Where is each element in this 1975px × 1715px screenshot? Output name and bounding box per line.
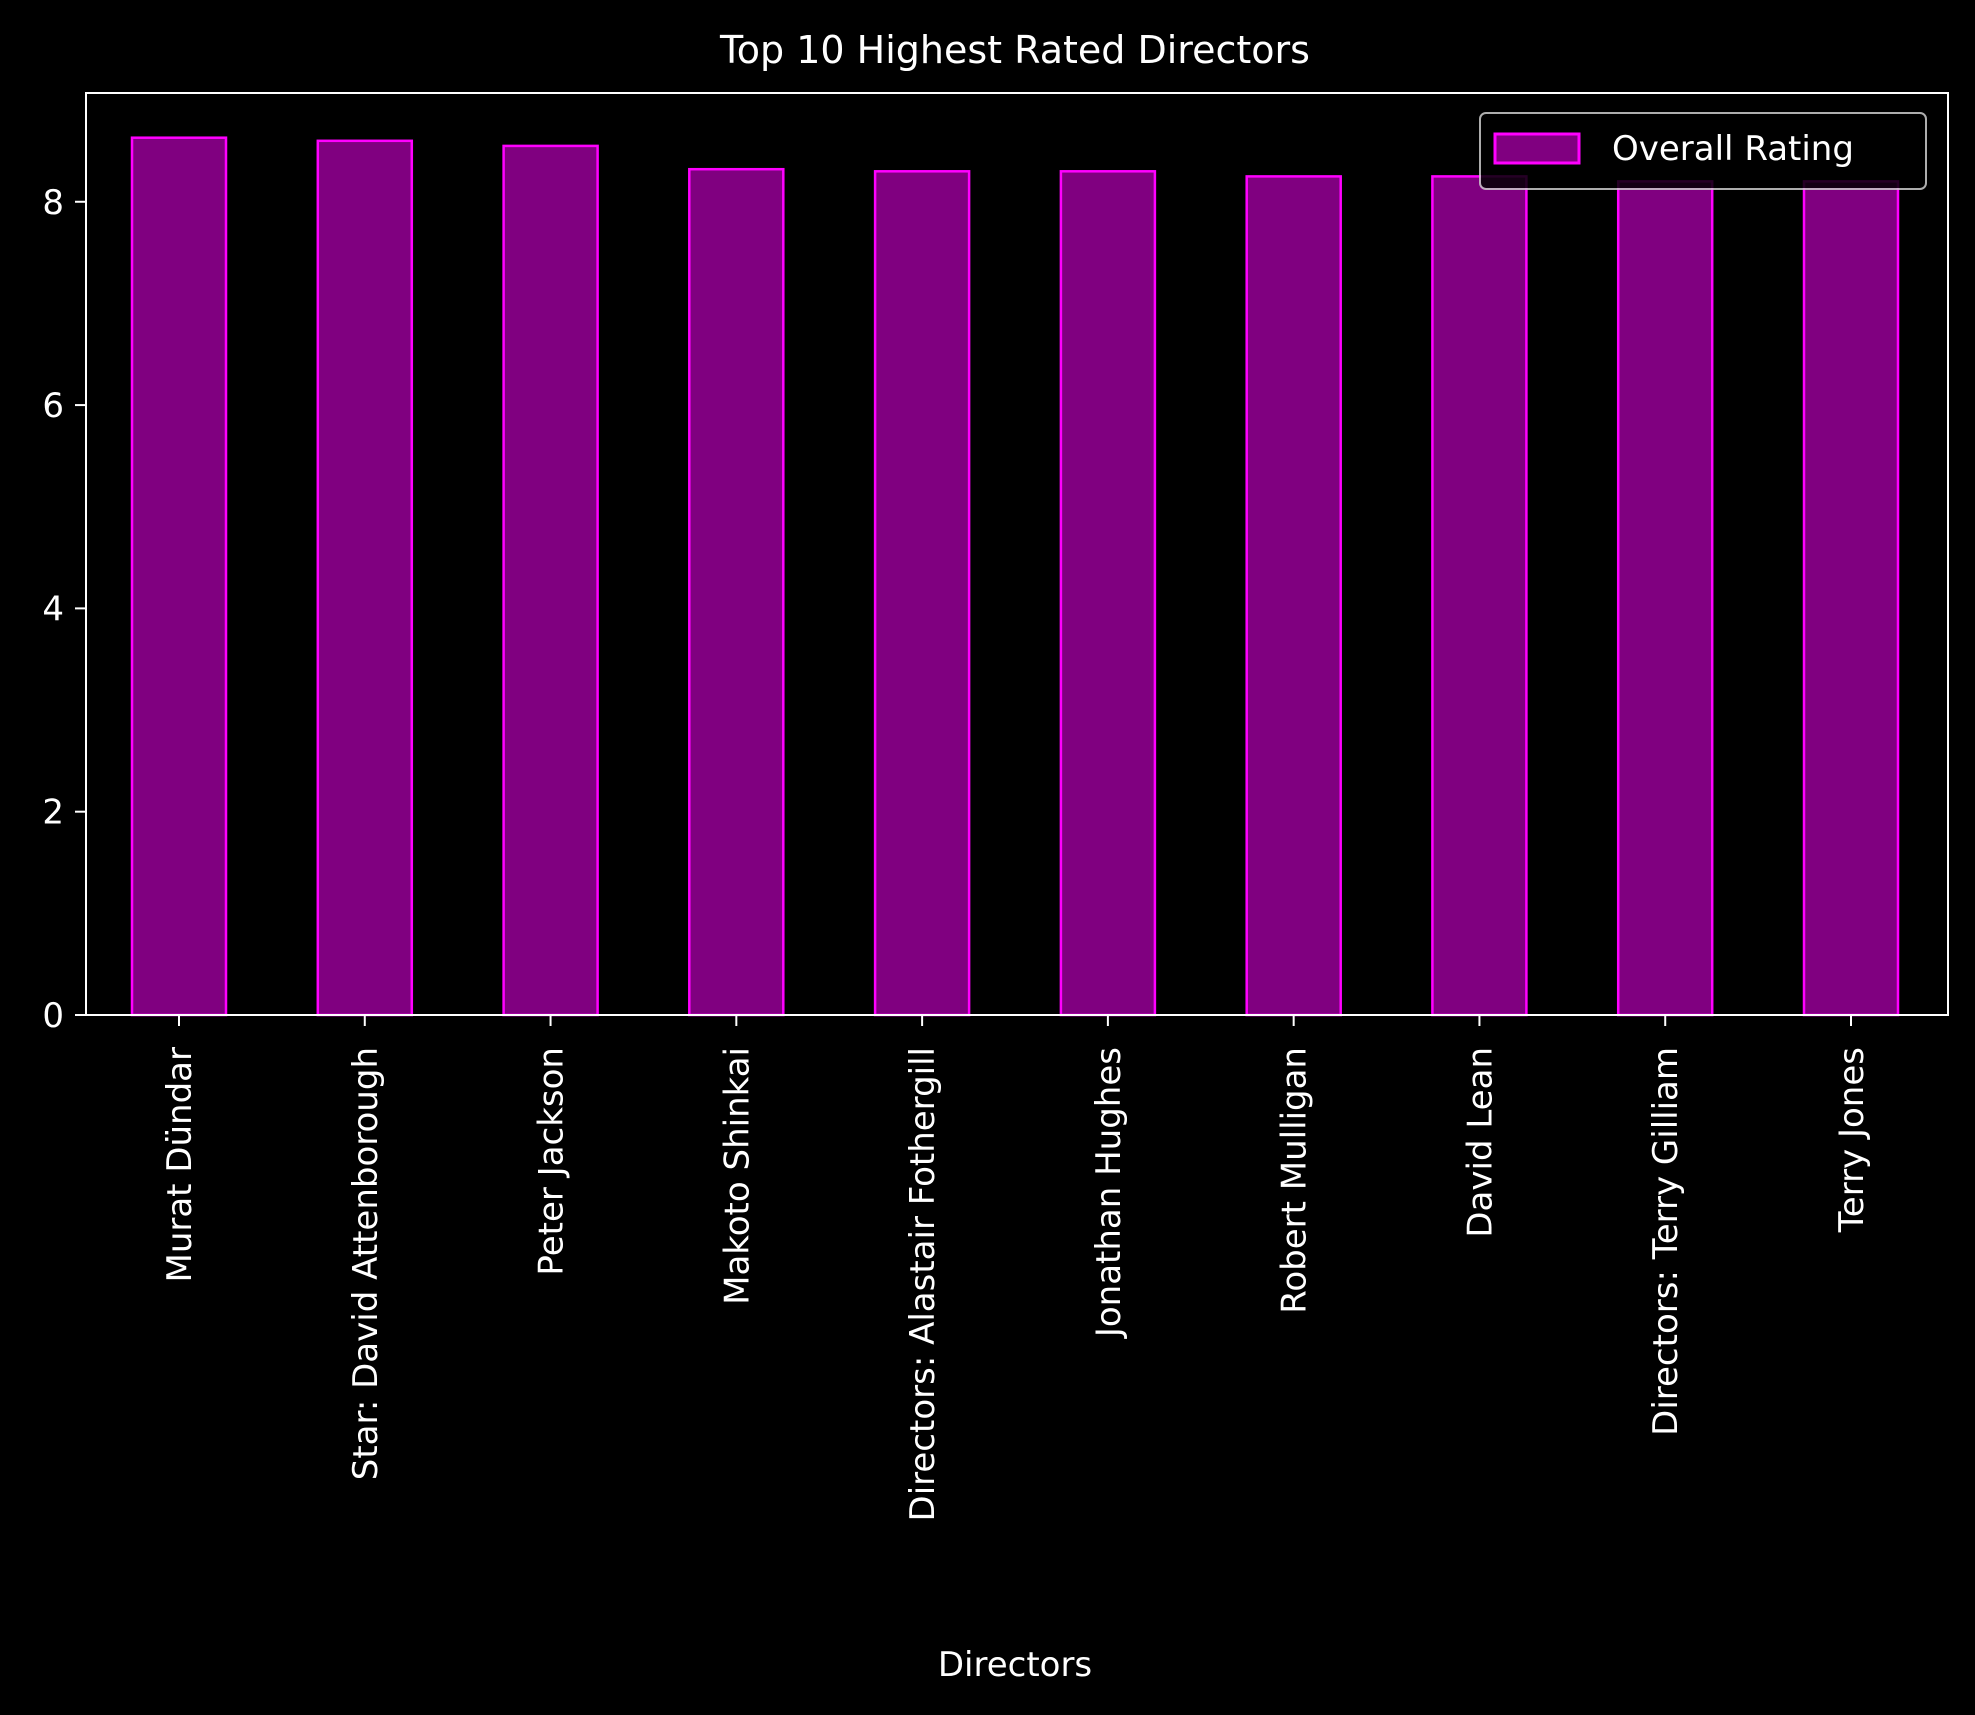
x-tick-label-5: Directors: Alastair Fothergill <box>903 1047 943 1521</box>
x-axis-label: Directors <box>938 1645 1092 1685</box>
x-tick-label-10: Terry Jones <box>1832 1047 1872 1233</box>
bar-10 <box>1802 180 1900 1017</box>
x-tick-label-3: Peter Jackson <box>532 1047 572 1276</box>
bar-9 <box>1616 180 1714 1017</box>
legend-swatch <box>1493 132 1581 165</box>
y-tick-label-4: 4 <box>42 589 64 629</box>
bar-5 <box>873 170 971 1017</box>
chart-title: Top 10 Highest Rated Directors <box>719 28 1310 72</box>
legend-box <box>1479 112 1927 190</box>
x-tick-label-2: Star: David Attenborough <box>346 1047 386 1480</box>
y-axis: 0 2 4 6 8 <box>42 183 86 1036</box>
bar-2 <box>316 139 414 1017</box>
x-tick-label-1: Murat Dündar <box>160 1047 200 1283</box>
x-tick-label-6: Jonathan Hughes <box>1089 1047 1129 1339</box>
plot-frame <box>85 92 1949 1016</box>
x-axis: Murat Dündar Star: David Attenborough Pete… <box>160 1015 1872 1521</box>
y-tick-label-8: 8 <box>42 183 64 223</box>
y-tick-label-0: 0 <box>42 996 64 1036</box>
bar-4 <box>688 167 785 1017</box>
bar-3 <box>502 144 599 1017</box>
bar-1 <box>130 136 228 1017</box>
x-tick-label-4: Makoto Shinkai <box>717 1047 757 1305</box>
bar-8 <box>1431 175 1528 1017</box>
y-tick-label-6: 6 <box>42 386 64 426</box>
x-tick-label-7: Robert Mulligan <box>1275 1047 1315 1314</box>
bar-7 <box>1245 175 1342 1017</box>
bars-layer <box>130 136 1900 1017</box>
x-tick-label-8: David Lean <box>1460 1047 1500 1238</box>
y-tick-label-2: 2 <box>42 793 64 833</box>
legend: Overall Rating <box>1479 112 1927 190</box>
bar-6 <box>1059 170 1157 1017</box>
legend-label: Overall Rating <box>1612 129 1854 169</box>
x-tick-label-9: Directors: Terry Gilliam <box>1646 1047 1686 1436</box>
